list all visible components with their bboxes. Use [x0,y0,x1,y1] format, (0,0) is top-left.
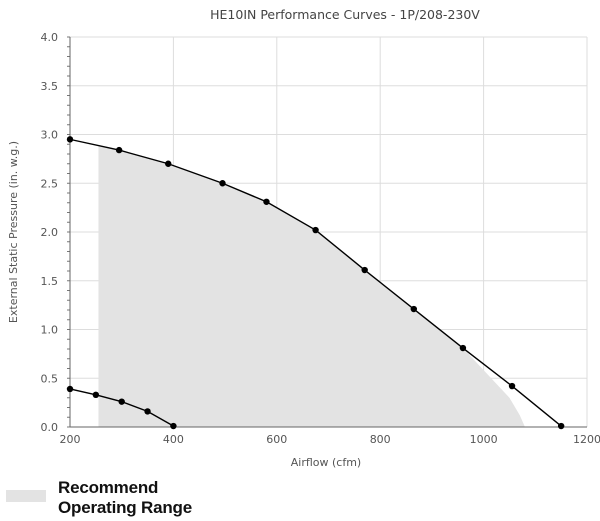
y-tick-label: 1.0 [41,324,59,337]
series-1-point [115,146,123,154]
y-tick-label: 0.5 [41,372,59,385]
series-1-point [459,344,467,352]
series-1-point [219,180,226,187]
series-2-point [144,408,151,415]
x-tick-label: 1000 [470,433,498,446]
series-1-point [557,422,565,430]
series-1-point [361,266,368,274]
series-2-point [170,422,177,430]
series-1-point [508,382,516,390]
legend-label-line2: Operating Range [58,498,192,517]
y-tick-label: 0.0 [41,421,59,434]
legend-label: Recommend Operating Range [58,478,192,518]
y-tick-label: 4.0 [41,31,59,44]
series-2-point [66,385,74,393]
x-tick-label: 800 [370,433,391,446]
legend-label-line1: Recommend [58,478,159,497]
series-1-point [165,160,172,167]
series-2-point [118,398,125,405]
axes: 0.0 0.5 1.0 1.5 2.0 2.5 3.0 3.5 4.0 200 400 600 800 1… [41,31,600,446]
series-1-point [312,226,319,234]
y-tick-label: 3.0 [41,129,59,142]
chart-title: HE10IN Performance Curves - 1P/208-230V [210,7,480,22]
series-2-point [92,391,100,399]
y-tick-label: 2.5 [41,177,59,190]
series-1-point [263,198,270,205]
legend: Recommend Operating Range [6,478,192,518]
performance-chart: HE10IN Performance Curves - 1P/208-230V … [7,7,600,469]
x-axis-label: Airflow (cfm) [291,456,361,469]
operating-range-area [98,146,525,427]
y-tick-label: 2.0 [41,226,59,239]
series-group [66,136,565,430]
x-tick-label: 400 [163,433,184,446]
x-tick-label: 600 [266,433,287,446]
x-tick-label: 1200 [573,433,600,446]
y-axis-label: External Static Pressure (in. w.g.) [7,141,20,323]
y-tick-label: 3.5 [41,80,59,93]
x-tick-label: 200 [60,433,81,446]
series-1-point [66,136,74,143]
legend-swatch [6,490,46,502]
series-1-point [410,305,418,313]
y-tick-label: 1.5 [41,275,59,288]
